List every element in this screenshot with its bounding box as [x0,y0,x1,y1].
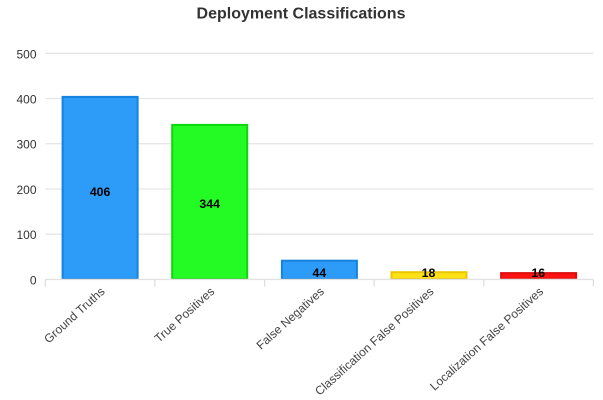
svg-text:400: 400 [16,93,36,107]
svg-text:100: 100 [16,228,36,242]
svg-text:200: 200 [16,183,36,197]
svg-text:0: 0 [30,273,37,287]
svg-text:44: 44 [313,266,327,280]
svg-text:18: 18 [422,266,436,280]
svg-text:344: 344 [199,197,220,211]
svg-text:300: 300 [16,138,36,152]
svg-text:Deployment Classifications: Deployment Classifications [197,6,406,23]
svg-text:500: 500 [16,47,36,61]
svg-text:406: 406 [90,185,111,199]
svg-text:16: 16 [531,266,545,280]
